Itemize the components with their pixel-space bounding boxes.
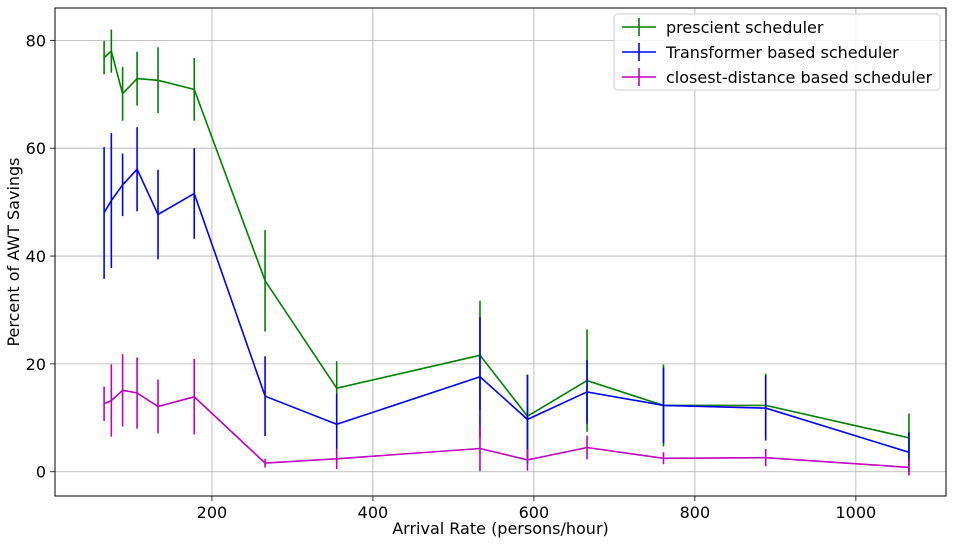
series-line	[103, 389, 910, 469]
x-tick-label: 600	[519, 503, 550, 522]
legend-label: closest-distance based scheduler	[666, 68, 933, 87]
legend-entry: prescient scheduler	[622, 18, 824, 37]
y-tick-label: 40	[26, 247, 46, 266]
legend-entry: Transformer based scheduler	[622, 43, 899, 62]
series-line	[103, 167, 910, 454]
series-line	[103, 49, 910, 439]
legend-box	[613, 13, 941, 91]
series-2	[103, 354, 910, 476]
legend-label: Transformer based scheduler	[665, 43, 899, 62]
legend: prescient scheduler Transformer based sch…	[613, 13, 941, 91]
y-axis-label: Percent of AWT Savings	[4, 157, 23, 346]
x-tick-label: 800	[680, 503, 711, 522]
y-tick-label: 20	[26, 355, 46, 374]
series-layer	[103, 29, 910, 476]
x-tick-label: 200	[197, 503, 228, 522]
ticks: 200 400 600 800 1000 0 20 40 60 80	[26, 31, 877, 522]
x-tick-label: 400	[358, 503, 389, 522]
y-tick-label: 0	[36, 463, 46, 482]
y-tick-label: 60	[26, 139, 46, 158]
plot-frame	[54, 7, 947, 497]
legend-entry: closest-distance based scheduler	[622, 68, 933, 87]
y-tick-label: 80	[26, 31, 46, 50]
x-tick-label: 1000	[835, 503, 876, 522]
series-1	[103, 127, 910, 473]
x-axis-label: Arrival Rate (persons/hour)	[392, 519, 609, 538]
legend-label: prescient scheduler	[666, 18, 824, 37]
